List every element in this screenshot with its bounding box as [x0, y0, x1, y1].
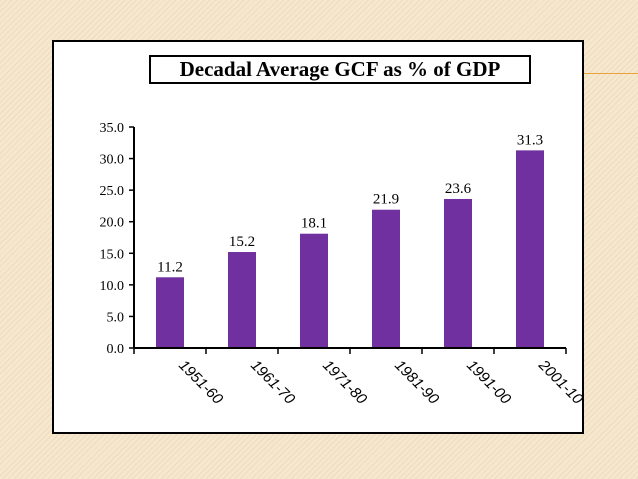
data-label-1951-60: 11.2 — [157, 259, 183, 275]
bar-1991-00 — [444, 198, 472, 348]
bar-chart: 11.2 15.2 18.1 21.9 23.6 31.3 0.0 5.0 10.0 15.0 2… — [100, 121, 583, 408]
y-tick-label: 25.0 — [100, 184, 125, 199]
x-tick-label-1951-60: 1951-60 — [175, 357, 226, 408]
axes — [133, 127, 566, 349]
bar-1961-70 — [228, 252, 256, 348]
data-label-1981-90: 21.9 — [373, 192, 399, 208]
y-tick-label: 30.0 — [100, 153, 125, 168]
x-tick-label-1971-80: 1971-80 — [319, 357, 370, 408]
x-tick-label-1961-70: 1961-70 — [247, 357, 298, 408]
y-axis-ticks: 0.0 5.0 10.0 15.0 20.0 25.0 30.0 35.0 — [100, 121, 134, 357]
x-axis-ticks: 1951-60 1961-70 1971-80 1981-90 1991-00 2001-… — [133, 348, 582, 408]
y-tick-label: 10.0 — [100, 279, 125, 294]
y-tick-label: 5.0 — [107, 310, 125, 325]
x-tick-label-1981-90: 1981-90 — [391, 357, 442, 408]
bar-1971-80 — [300, 233, 328, 348]
bar-1951-60 — [156, 277, 184, 348]
chart-frame: Decadal Average GCF as % of GDP 11.2 15.2… — [52, 40, 584, 434]
bars — [156, 150, 544, 348]
x-tick-label-1991-00: 1991-00 — [463, 357, 514, 408]
data-label-1961-70: 15.2 — [229, 234, 255, 250]
data-labels: 11.2 15.2 18.1 21.9 23.6 31.3 — [157, 132, 543, 275]
data-label-1991-00: 23.6 — [445, 181, 472, 197]
x-tick-label-2001-10: 2001-10 — [534, 356, 582, 408]
data-label-2001-10: 31.3 — [517, 132, 543, 148]
y-tick-label: 20.0 — [100, 216, 125, 231]
bar-2001-10 — [516, 150, 544, 348]
bar-1981-90 — [372, 209, 400, 348]
y-tick-label: 15.0 — [100, 247, 125, 262]
y-tick-label: 35.0 — [100, 121, 125, 136]
y-tick-label: 0.0 — [107, 342, 125, 357]
chart-title: Decadal Average GCF as % of GDP — [149, 55, 531, 84]
data-label-1971-80: 18.1 — [301, 216, 327, 232]
